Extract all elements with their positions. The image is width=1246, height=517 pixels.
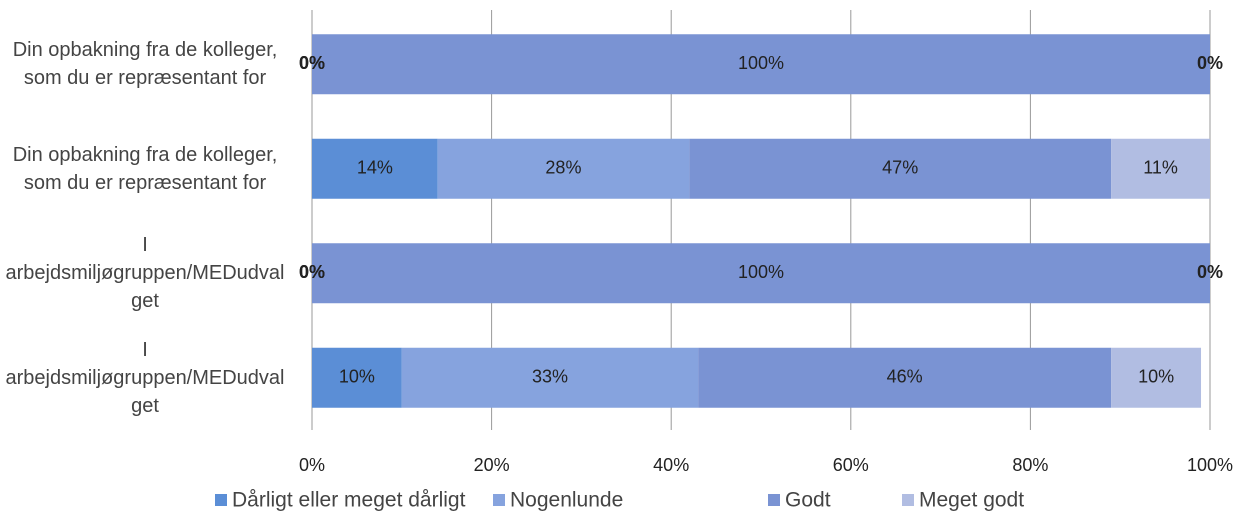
bar-segment [312,138,438,199]
data-label: 11% [1143,158,1178,178]
x-tick-label: 80% [1012,455,1048,475]
legend-label: Dårligt eller meget dårligt [232,489,466,512]
bar-segment [437,138,690,199]
legend-swatch [768,494,780,506]
data-label: 14% [357,158,393,178]
legend-label: Meget godt [919,489,1024,512]
category-label: I arbejdsmiljøgruppen/MEDudvalget [5,338,285,417]
x-tick-label: 100% [1187,455,1233,475]
data-label: 10% [1138,367,1174,387]
data-label: 0% [299,262,325,282]
category-label: Din opbakning fra de kolleger, som du er… [12,39,278,90]
data-label: 0% [299,262,325,282]
legend-swatch [493,494,505,506]
bar-segment [1111,347,1202,408]
data-label: 100% [738,53,784,73]
bar-segment [312,243,1210,304]
data-label: 10% [339,367,375,387]
data-label: 100% [738,262,784,282]
data-label: 46% [887,367,923,387]
data-label: 0% [299,53,325,73]
data-label: 0% [1197,53,1223,73]
x-tick-label: 0% [299,455,325,475]
bar-segment [312,34,1210,95]
x-tick-label: 20% [474,455,510,475]
legend-swatch [902,494,914,506]
legend-label: Nogenlunde [510,489,623,512]
bar-segment [1111,138,1210,199]
category-label: Din opbakning fra de kolleger, som du er… [12,143,278,194]
x-tick-label: 60% [833,455,869,475]
data-label: 0% [1197,262,1223,282]
bar-segment [698,347,1112,408]
data-label: 0% [299,53,325,73]
data-label: 33% [532,367,568,387]
bar-segment [312,347,402,408]
category-label: I arbejdsmiljøgruppen/MEDudvalget [5,234,285,313]
data-label: 28% [545,158,581,178]
bar-segment [689,138,1112,199]
legend-swatch [215,494,227,506]
bar-segment [401,347,699,408]
legend-label: Godt [785,489,831,512]
x-tick-label: 40% [653,455,689,475]
data-label: 47% [882,158,918,178]
